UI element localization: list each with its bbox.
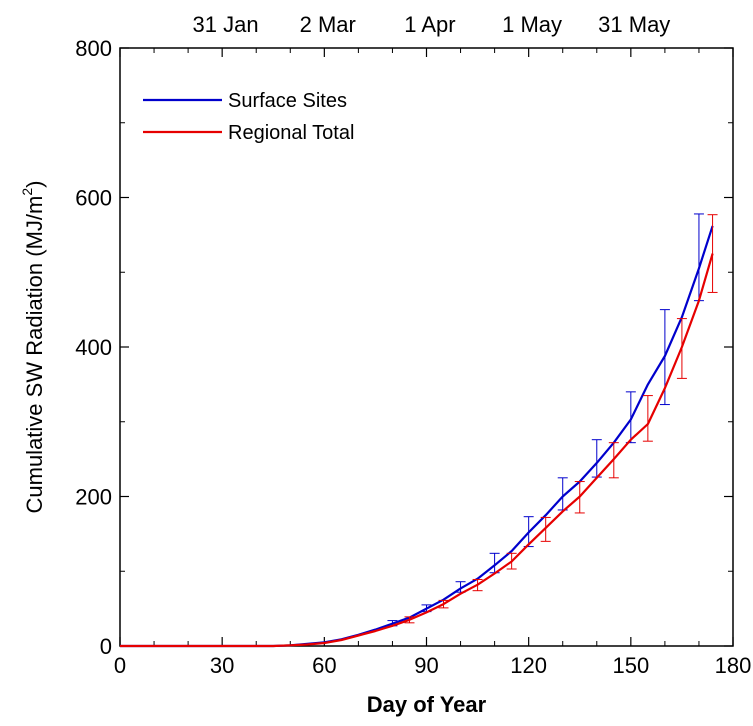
legend-label-surface-sites: Surface Sites: [228, 90, 347, 112]
y-axis-title-main: Cumulative SW Radiation (MJ/m: [22, 196, 47, 514]
legend-label-regional-total: Regional Total: [228, 122, 354, 144]
x-tick-label: 180: [715, 653, 752, 678]
series-line: [120, 225, 714, 648]
top-axis-labels: 31 Jan 2 Mar 1 Apr 1 May 31 May: [193, 12, 671, 37]
x-tick-label: 30: [210, 653, 234, 678]
top-axis-label: 1 May: [502, 12, 562, 37]
tick-labels: 0 30 60 90 120 150 180 0 200 400 600 800: [75, 36, 751, 678]
x-tick-label: 120: [510, 653, 547, 678]
plot-frame: [119, 47, 734, 647]
y-tick-label: 400: [75, 335, 112, 360]
legend: Surface Sites Regional Total: [143, 90, 354, 144]
x-axis-title: Day of Year: [367, 692, 487, 717]
top-axis-label: 31 May: [598, 12, 670, 37]
y-tick-label: 0: [100, 634, 112, 659]
y-tick-label: 200: [75, 485, 112, 510]
series-line: [120, 253, 714, 648]
y-axis-title-superscript: 2: [19, 188, 35, 196]
series-1: [120, 214, 718, 648]
axis-ticks: [119, 47, 734, 647]
x-tick-label: 60: [312, 653, 336, 678]
top-axis-label: 2 Mar: [300, 12, 356, 37]
y-tick-label: 600: [75, 186, 112, 211]
y-axis-title-close: ): [22, 181, 47, 188]
y-axis-title: Cumulative SW Radiation (MJ/m2): [19, 181, 47, 514]
x-tick-label: 90: [414, 653, 438, 678]
x-tick-label: 0: [114, 653, 126, 678]
top-axis-label: 1 Apr: [404, 12, 455, 37]
y-tick-label: 800: [75, 36, 112, 61]
top-axis-label: 31 Jan: [193, 12, 259, 37]
x-tick-label: 150: [612, 653, 649, 678]
series-0: [120, 213, 714, 648]
series-layer: [120, 213, 718, 648]
